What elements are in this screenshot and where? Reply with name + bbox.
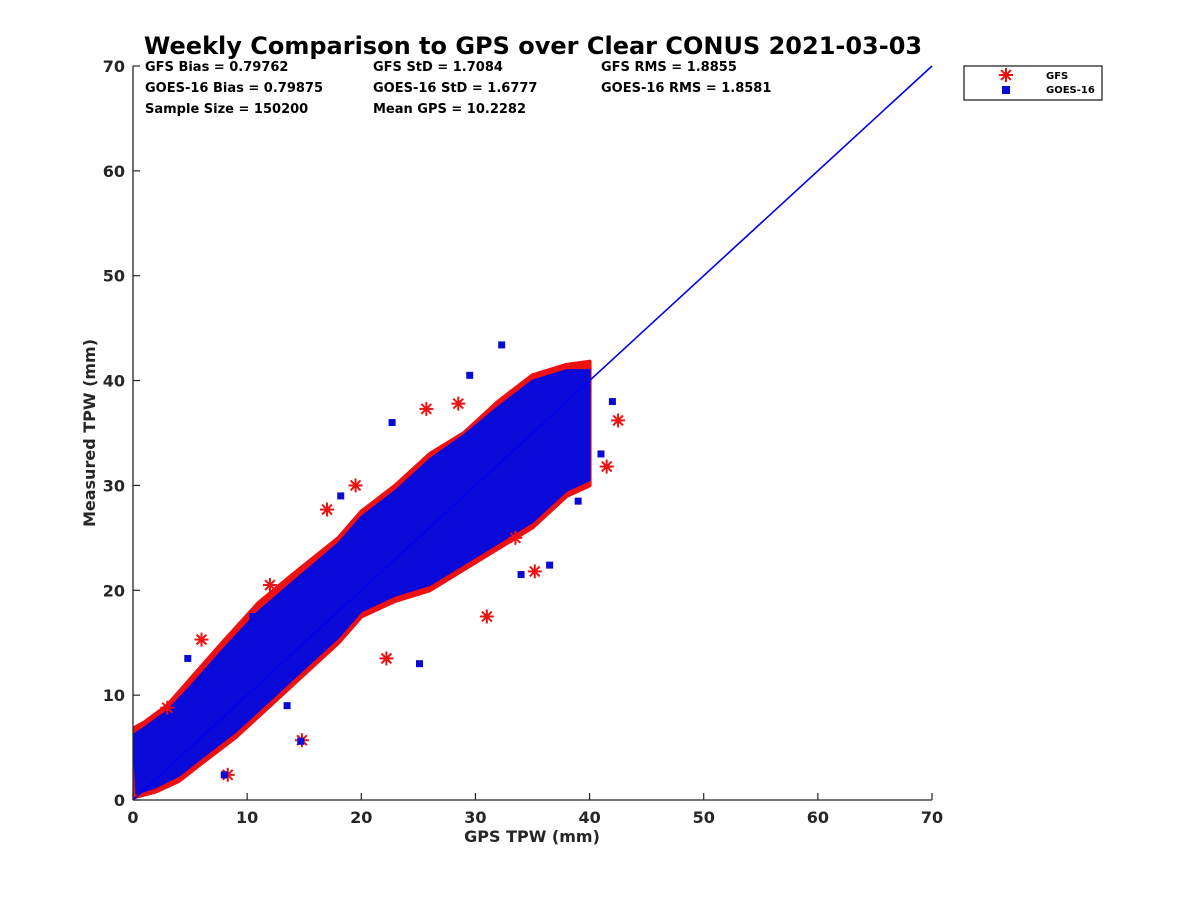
goes16-point <box>574 497 582 505</box>
gfs-point <box>479 609 494 624</box>
y-tick-label: 70 <box>103 57 125 76</box>
goes16-point <box>388 419 396 427</box>
x-tick-label: 70 <box>921 808 943 827</box>
goes16-point <box>608 398 616 406</box>
legend-gfs-marker <box>999 68 1013 82</box>
y-tick-label: 10 <box>103 686 125 705</box>
stat-goes-std: GOES-16 StD = 1.6777 <box>373 81 537 96</box>
x-tick-label: 30 <box>464 808 486 827</box>
legend-goes-label: GOES-16 <box>1046 85 1095 96</box>
goes16-point <box>337 492 345 500</box>
gfs-point <box>320 502 335 517</box>
stat-sample-size: Sample Size = 150200 <box>145 102 308 117</box>
goes16-point <box>597 450 605 458</box>
legend-goes-marker <box>1002 86 1010 94</box>
goes16-point <box>466 371 474 379</box>
gfs-point <box>348 478 363 493</box>
stat-goes-rms: GOES-16 RMS = 1.8581 <box>601 81 771 96</box>
gfs-point <box>611 413 626 428</box>
x-axis-label: GPS TPW (mm) <box>464 827 600 846</box>
gfs-point <box>194 632 209 647</box>
y-tick-label: 60 <box>103 162 125 181</box>
gfs-point <box>379 651 394 666</box>
goes16-point <box>220 771 228 779</box>
gfs-point <box>419 401 434 416</box>
y-axis-label: Measured TPW (mm) <box>80 339 99 527</box>
y-tick-label: 20 <box>103 581 125 600</box>
x-tick-label: 10 <box>236 808 258 827</box>
stat-gfs-std: GFS StD = 1.7084 <box>373 60 503 75</box>
one-to-one-line <box>132 65 933 801</box>
x-ticks: 0 10 20 30 40 50 60 70 <box>127 793 943 827</box>
gfs-point <box>160 700 175 715</box>
point-clouds <box>133 359 592 799</box>
goes16-point <box>517 571 525 579</box>
outlier-points <box>160 341 626 782</box>
legend: GFS GOES-16 <box>963 65 1103 101</box>
x-tick-label: 40 <box>578 808 600 827</box>
x-tick-label: 20 <box>350 808 372 827</box>
legend-box <box>963 65 1103 101</box>
goes16-point-cloud <box>133 369 591 795</box>
y-tick-label: 0 <box>114 791 125 810</box>
y-tick-label: 30 <box>103 476 125 495</box>
x-tick-label: 60 <box>807 808 829 827</box>
stat-gfs-bias: GFS Bias = 0.79762 <box>145 60 288 75</box>
goes16-point <box>415 660 423 668</box>
goes16-point <box>568 377 576 385</box>
legend-gfs-label: GFS <box>1046 71 1068 82</box>
x-tick-label: 0 <box>127 808 138 827</box>
goes16-point <box>498 341 506 349</box>
y-tick-label: 50 <box>103 267 125 286</box>
gfs-point <box>508 530 523 545</box>
legend-gfs-star <box>999 68 1013 82</box>
gfs-point <box>599 459 614 474</box>
goes16-point <box>283 702 291 710</box>
y-ticks: 0 10 20 30 40 50 60 70 <box>103 57 140 810</box>
stat-gfs-rms: GFS RMS = 1.8855 <box>601 60 737 75</box>
legend-goes-square <box>1002 86 1010 94</box>
x-tick-label: 50 <box>693 808 715 827</box>
gfs-point <box>262 578 277 593</box>
goes16-point <box>184 654 192 662</box>
y-tick-label: 40 <box>103 372 125 391</box>
stat-goes-bias: GOES-16 Bias = 0.79875 <box>145 81 323 96</box>
chart-title: Weekly Comparison to GPS over Clear CONU… <box>144 32 922 60</box>
gfs-point <box>527 564 542 579</box>
goes16-point <box>297 737 305 745</box>
goes16-point <box>546 561 554 569</box>
gfs-point <box>451 396 466 411</box>
goes16-point <box>249 613 257 620</box>
stat-mean-gps: Mean GPS = 10.2282 <box>373 102 526 117</box>
stats-block: GFS Bias = 0.79762 GFS StD = 1.7084 GFS … <box>145 60 771 117</box>
